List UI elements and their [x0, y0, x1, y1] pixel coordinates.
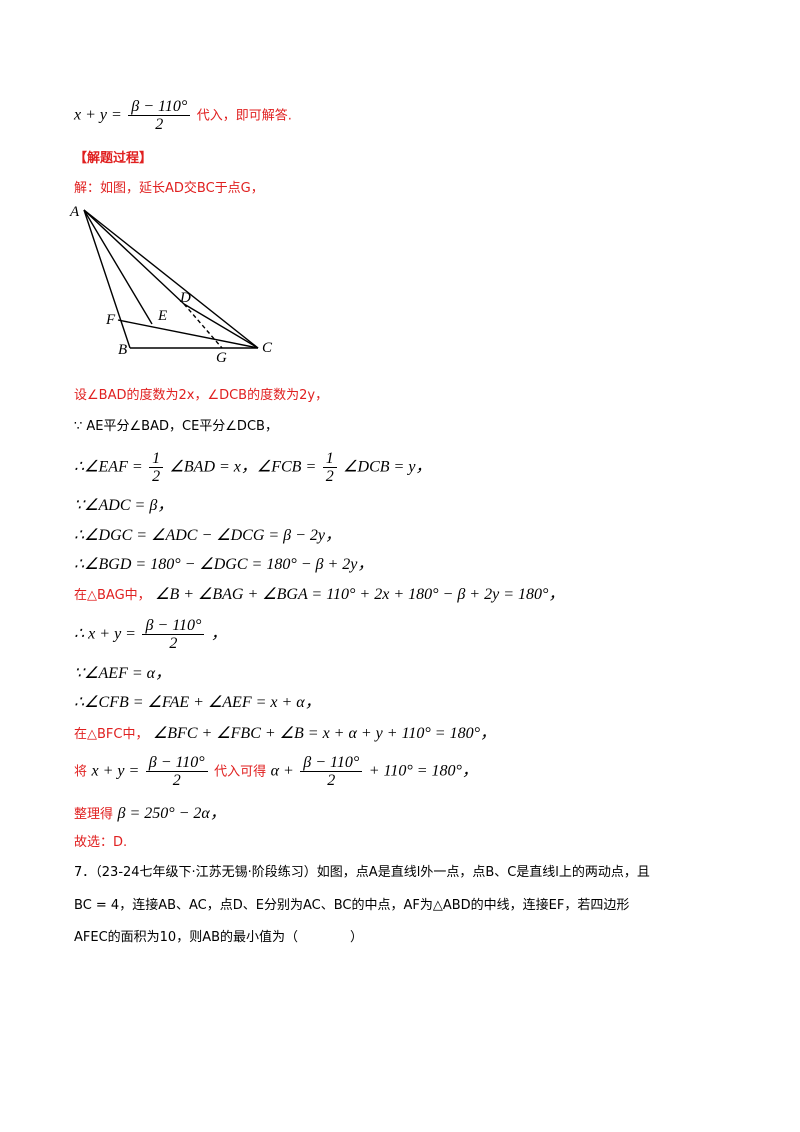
solution-line-14: 整理得 β = 250° − 2α， — [74, 805, 226, 824]
intro-line: x + y = β − 110° 2 代入，即可解答. — [74, 98, 292, 133]
fraction-numerator: 1 — [322, 450, 337, 468]
solution-line-13: 将 x + y = β − 110° 2 代入可得 α + β − 110° 2… — [74, 754, 478, 789]
fraction: β − 110° 2 — [128, 98, 191, 133]
line-9-part-a: ∴ x + y = — [74, 625, 136, 643]
fraction-half-2: 1 2 — [322, 450, 337, 485]
solution-heading: 【解题过程】 — [74, 151, 153, 166]
line-13-part-c: 代入可得 — [214, 764, 267, 780]
solution-line-11: ∴∠CFB = ∠FAE + ∠AEF = x + α， — [74, 694, 321, 711]
segment-AB — [83, 209, 131, 349]
solution-line-4: ∴∠EAF = 1 2 ∠BAD = x，∠FCB = 1 2 ∠DCB = y… — [74, 450, 431, 485]
solution-line-6: ∴∠DGC = ∠ADC − ∠DCG = β − 2y， — [74, 527, 342, 544]
solution-line-3: ∵ AE平分∠BAD，CE平分∠DCB， — [74, 417, 278, 436]
line-13-prefix: 将 — [74, 764, 88, 780]
line-8-prefix: 在△BAG中， — [74, 588, 151, 603]
line-13-part-e: + 110° = 180°， — [368, 762, 478, 780]
fraction-denominator: 2 — [172, 772, 181, 789]
line-13-part-d: α + — [270, 762, 294, 780]
label-E: E — [157, 308, 167, 324]
line-9-part-b: ， — [210, 625, 227, 643]
label-B: B — [118, 342, 127, 358]
solution-line-12: 在△BFC中， ∠BFC + ∠FBC + ∠B = x + α + y + 1… — [74, 725, 496, 744]
question-7-line-1: 7．（23-24七年级下·江苏无锡·阶段练习）如图，点A是直线l外一点，点B、C… — [74, 865, 650, 880]
segment-DG-dashed — [183, 303, 223, 349]
segment-AD — [83, 209, 185, 305]
solution-line-2: 设∠BAD的度数为2x，∠DCB的度数为2y， — [74, 388, 329, 403]
intro-text: 代入，即可解答. — [196, 108, 292, 124]
line-13-part-b: x + y = — [91, 762, 140, 780]
solution-line-1: 解：如图，延长AD交BC于点G， — [74, 181, 264, 196]
fraction-denominator: 2 — [155, 116, 164, 133]
solution-line-5: ∵∠ADC = β， — [74, 497, 174, 514]
line-4-part-b: ∠BAD = x，∠FCB = — [169, 458, 317, 476]
triangle-figure: A B C D E F G — [69, 204, 273, 366]
line-8-equation: ∠B + ∠BAG + ∠BGA = 110° + 2x + 180° − β … — [155, 586, 565, 603]
solution-line-7: ∴∠BGD = 180° − ∠DGC = 180° − β + 2y， — [74, 556, 374, 573]
segment-FC — [117, 319, 259, 349]
line-4-part-c: ∠DCB = y， — [343, 458, 432, 476]
label-C: C — [262, 340, 273, 356]
label-F: F — [105, 312, 116, 328]
question-7-line-2: BC = 4，连接AB、AC，点D、E分别为AC、BC的中点，AF为△ABD的中… — [74, 898, 630, 913]
question-7-line-3: AFEC的面积为10，则AB的最小值为（ ） — [74, 930, 364, 945]
fraction-denominator: 2 — [325, 468, 334, 485]
segment-DC — [183, 303, 259, 349]
answer-line: 故选：D. — [74, 835, 128, 850]
line-14-prefix: 整理得 — [74, 807, 114, 822]
fraction-denominator: 2 — [327, 772, 336, 789]
solution-line-10: ∵∠AEF = α， — [74, 665, 172, 682]
line-12-prefix: 在△BFC中， — [74, 727, 149, 742]
label-D: D — [179, 290, 191, 306]
expr-x-plus-y: x + y = — [74, 106, 122, 124]
fraction: β − 110° 2 — [145, 754, 208, 789]
solution-line-3-text: ∵ AE平分∠BAD，CE平分∠DCB， — [74, 419, 278, 434]
line-12-equation: ∠BFC + ∠FBC + ∠B = x + α + y + 110° = 18… — [152, 725, 496, 742]
fraction-numerator: β − 110° — [145, 754, 208, 772]
label-A: A — [69, 204, 80, 220]
solution-line-8: 在△BAG中， ∠B + ∠BAG + ∠BGA = 110° + 2x + 1… — [74, 586, 564, 605]
fraction: β − 110° 2 — [142, 617, 205, 652]
fraction-denominator: 2 — [152, 468, 161, 485]
fraction: β − 110° 2 — [300, 754, 363, 789]
segment-AE — [83, 209, 153, 325]
solution-line-9: ∴ x + y = β − 110° 2 ， — [74, 617, 227, 652]
fraction-half-1: 1 2 — [149, 450, 164, 485]
fraction-denominator: 2 — [169, 635, 178, 652]
label-G: G — [216, 350, 227, 366]
fraction-numerator: β − 110° — [128, 98, 191, 116]
fraction-numerator: 1 — [149, 450, 164, 468]
line-14-equation: β = 250° − 2α， — [117, 805, 226, 822]
fraction-numerator: β − 110° — [300, 754, 363, 772]
segment-AC-outer — [83, 209, 259, 349]
fraction-numerator: β − 110° — [142, 617, 205, 635]
line-4-part-a: ∴∠EAF = — [74, 458, 143, 476]
